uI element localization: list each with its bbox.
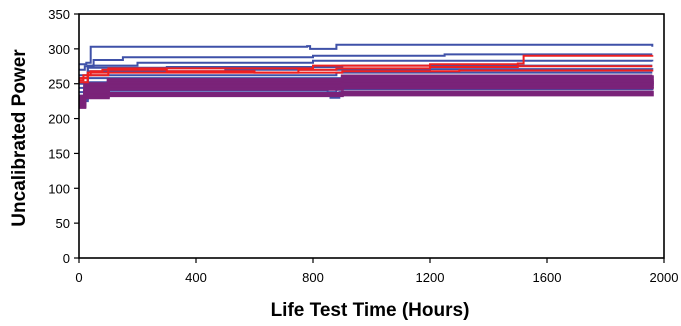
series-line-21 [79,74,654,98]
series-line-23 [79,54,654,80]
y-tick-label: 200 [48,112,70,127]
series-line-24 [79,69,654,84]
y-axis-title: Uncalibrated Power [9,49,30,227]
x-tick-label: 800 [302,270,324,285]
y-tick-label: 150 [48,146,70,161]
x-axis-title: Life Test Time (Hours) [271,300,470,321]
x-tick-label: 400 [185,270,207,285]
x-tick-label: 2000 [650,270,679,285]
y-tick-label: 300 [48,42,70,57]
y-tick-label: 250 [48,77,70,92]
y-tick-label: 350 [48,7,70,22]
x-tick-label: 1600 [533,270,562,285]
series-line-20 [79,93,654,109]
y-axis-ticks: 0 50 100 150 200 250 300 350 [48,7,79,266]
series-line-2 [79,53,653,71]
y-tick-label: 50 [56,216,70,231]
x-tick-label: 1200 [416,270,445,285]
x-axis-ticks: 0 400 800 1200 1600 2000 [75,258,678,285]
y-tick-label: 0 [63,251,70,266]
series-lines [79,43,654,109]
plot-area-frame [78,13,665,259]
series-line-1 [79,43,654,66]
series-line-18 [79,90,654,109]
y-tick-label: 100 [48,181,70,196]
x-tick-label: 0 [75,270,82,285]
